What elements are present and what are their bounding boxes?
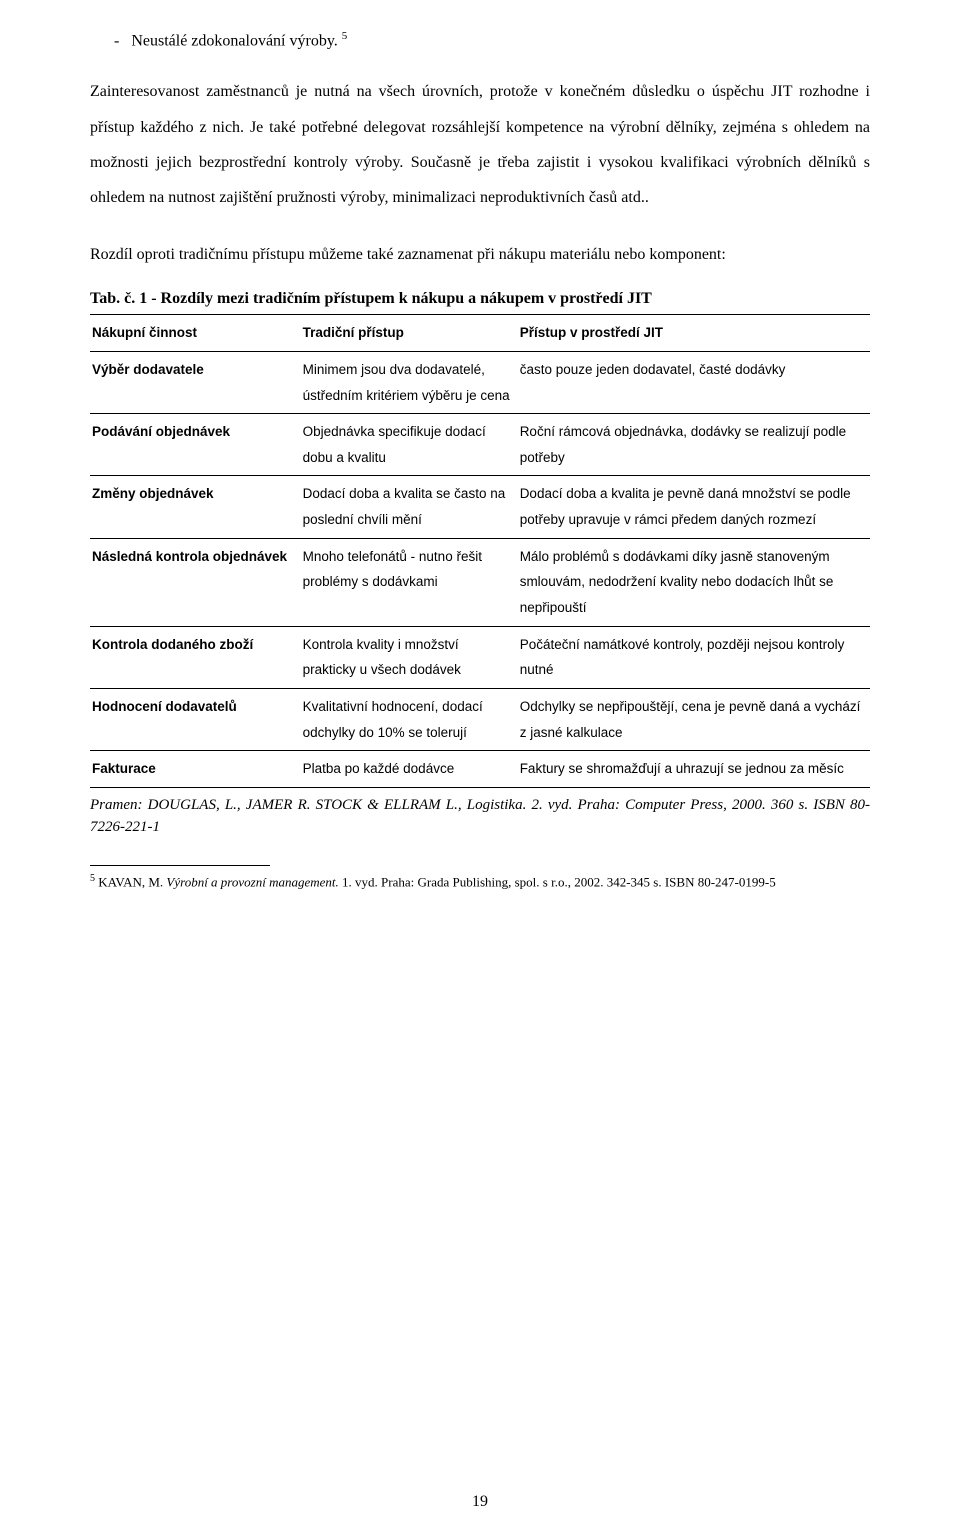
bullet-text: Neustálé zdokonalování výroby. bbox=[131, 32, 337, 49]
table-source: Pramen: DOUGLAS, L., JAMER R. STOCK & EL… bbox=[90, 794, 870, 839]
comparison-table: Nákupní činnost Tradiční přístup Přístup… bbox=[90, 314, 870, 788]
cell-jit: Počáteční namátkové kontroly, později ne… bbox=[518, 626, 870, 688]
table-row: Následná kontrola objednávek Mnoho telef… bbox=[90, 538, 870, 626]
header-col-2: Tradiční přístup bbox=[301, 315, 518, 352]
cell-activity: Změny objednávek bbox=[90, 476, 301, 538]
page-number: 19 bbox=[0, 1493, 960, 1511]
cell-jit: často pouze jeden dodavatel, časté dodáv… bbox=[518, 351, 870, 413]
cell-jit: Odchylky se nepřipouštějí, cena je pevně… bbox=[518, 688, 870, 750]
footnote-italic: Výrobní a provozní management. bbox=[166, 874, 338, 889]
cell-activity: Hodnocení dodavatelů bbox=[90, 688, 301, 750]
header-col-1: Nákupní činnost bbox=[90, 315, 301, 352]
table-row: Změny objednávek Dodací doba a kvalita s… bbox=[90, 476, 870, 538]
table-caption-label: Tab. č. 1 bbox=[90, 290, 147, 307]
bullet-marker: - bbox=[114, 32, 119, 49]
footnote-suffix: 1. vyd. Praha: Grada Publishing, spol. s… bbox=[339, 874, 776, 889]
cell-activity: Výběr dodavatele bbox=[90, 351, 301, 413]
cell-traditional: Mnoho telefonátů - nutno řešit problémy … bbox=[301, 538, 518, 626]
table-caption-text: - Rozdíly mezi tradičním přístupem k nák… bbox=[147, 290, 652, 307]
cell-jit: Dodací doba a kvalita je pevně daná množ… bbox=[518, 476, 870, 538]
cell-traditional: Kvalitativní hodnocení, dodací odchylky … bbox=[301, 688, 518, 750]
table-row: Podávání objednávek Objednávka specifiku… bbox=[90, 414, 870, 476]
cell-traditional: Platba po každé dodávce bbox=[301, 751, 518, 788]
bullet-item: - Neustálé zdokonalování výroby. 5 bbox=[90, 30, 870, 50]
cell-traditional: Dodací doba a kvalita se často na posled… bbox=[301, 476, 518, 538]
footnote-ref: 5 bbox=[342, 30, 348, 42]
header-col-3: Přístup v prostředí JIT bbox=[518, 315, 870, 352]
table-row: Fakturace Platba po každé dodávce Faktur… bbox=[90, 751, 870, 788]
cell-jit: Málo problémů s dodávkami díky jasně sta… bbox=[518, 538, 870, 626]
cell-jit: Faktury se shromažďují a uhrazují se jed… bbox=[518, 751, 870, 788]
cell-activity: Podávání objednávek bbox=[90, 414, 301, 476]
table-row: Výběr dodavatele Minimem jsou dva dodava… bbox=[90, 351, 870, 413]
table-header-row: Nákupní činnost Tradiční přístup Přístup… bbox=[90, 315, 870, 352]
paragraph-1: Zainteresovanost zaměstnanců je nutná na… bbox=[90, 74, 870, 215]
cell-activity: Fakturace bbox=[90, 751, 301, 788]
footnote-prefix: KAVAN, M. bbox=[95, 874, 166, 889]
cell-activity: Kontrola dodaného zboží bbox=[90, 626, 301, 688]
paragraph-2: Rozdíl oproti tradičnímu přístupu můžeme… bbox=[90, 237, 870, 272]
table-row: Kontrola dodaného zboží Kontrola kvality… bbox=[90, 626, 870, 688]
cell-traditional: Kontrola kvality i množství prakticky u … bbox=[301, 626, 518, 688]
footnote-divider bbox=[90, 865, 270, 866]
cell-traditional: Objednávka specifikuje dodací dobu a kva… bbox=[301, 414, 518, 476]
cell-traditional: Minimem jsou dva dodavatelé, ústředním k… bbox=[301, 351, 518, 413]
table-caption: Tab. č. 1 - Rozdíly mezi tradičním příst… bbox=[90, 290, 870, 308]
footnote: 5 KAVAN, M. Výrobní a provozní managemen… bbox=[90, 870, 870, 893]
cell-jit: Roční rámcová objednávka, dodávky se rea… bbox=[518, 414, 870, 476]
cell-activity: Následná kontrola objednávek bbox=[90, 538, 301, 626]
table-row: Hodnocení dodavatelů Kvalitativní hodnoc… bbox=[90, 688, 870, 750]
document-page: - Neustálé zdokonalování výroby. 5 Zaint… bbox=[0, 0, 960, 1535]
